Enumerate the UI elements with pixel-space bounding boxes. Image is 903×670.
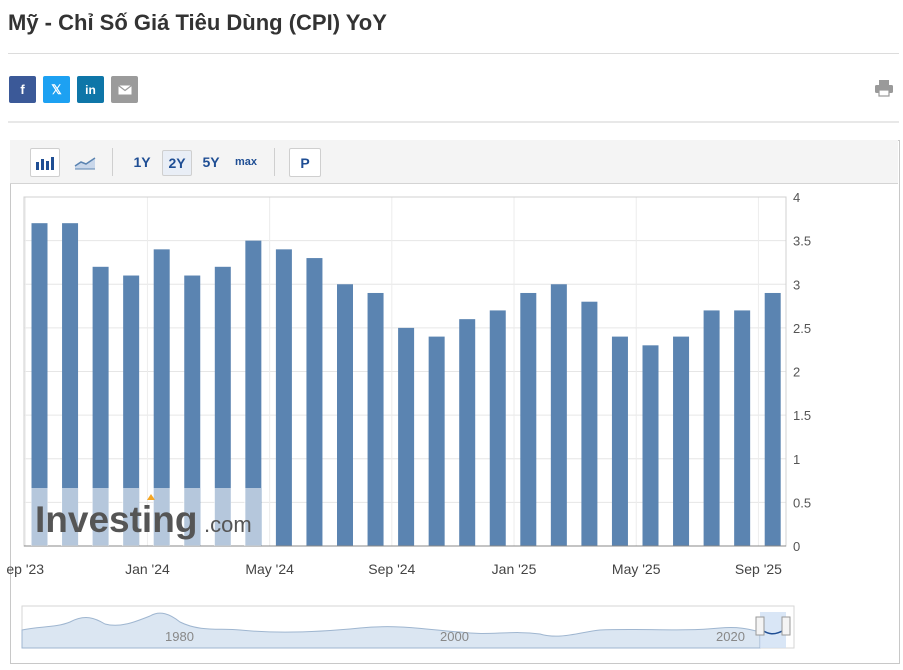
y-tick-label: 0: [793, 539, 800, 554]
navigator-label: 2000: [440, 629, 469, 644]
x-tick-label: May '25: [612, 561, 661, 577]
twitter-share-button[interactable]: 𝕏: [43, 76, 70, 103]
navigator-label: 2020: [716, 629, 745, 644]
toolbar-separator: [274, 148, 275, 176]
bar-series: [31, 223, 781, 547]
bar-chart-icon: [36, 156, 54, 170]
y-tick-label: 4: [793, 190, 800, 205]
title-divider: [8, 53, 899, 54]
email-share-button[interactable]: [111, 76, 138, 103]
linkedin-icon: in: [85, 82, 96, 97]
chart-toolbar: [10, 140, 898, 184]
bar[interactable]: [581, 301, 598, 546]
navigator-series: [21, 612, 761, 649]
share-divider: [8, 121, 899, 123]
bar[interactable]: [642, 345, 659, 546]
x-tick-label: ep '23: [6, 561, 44, 577]
print-button[interactable]: [874, 78, 894, 103]
y-tick-label: 0.5: [793, 495, 811, 510]
axes: 0 0.5 1 1.5 2 2.5 3 3.5 4 ep '23 Jan '24 May '24 Sep…: [6, 190, 811, 577]
range-5y-button[interactable]: 5Y: [202, 154, 220, 170]
y-tick-label: 3.5: [793, 234, 811, 249]
navigator-left-handle[interactable]: [755, 616, 765, 636]
bar[interactable]: [428, 336, 445, 546]
bar[interactable]: [764, 292, 781, 546]
range-1y-button[interactable]: 1Y: [133, 154, 151, 170]
bar[interactable]: [459, 319, 476, 546]
y-tick-label: 2: [793, 365, 800, 380]
bar[interactable]: [367, 292, 384, 546]
bar[interactable]: [245, 240, 262, 546]
bar[interactable]: [306, 258, 323, 546]
bar[interactable]: [92, 266, 109, 546]
x-tick-label: Sep '25: [735, 561, 782, 577]
bar[interactable]: [275, 249, 292, 546]
p-button[interactable]: P: [289, 148, 321, 177]
bar[interactable]: [123, 275, 140, 546]
x-tick-label: May '24: [245, 561, 294, 577]
navigator-label: 1980: [165, 629, 194, 644]
area-chart-button[interactable]: [69, 148, 101, 177]
bar[interactable]: [31, 223, 48, 547]
x-tick-label: Sep '24: [368, 561, 415, 577]
share-bar: f 𝕏 in: [9, 76, 138, 103]
range-max-button[interactable]: max: [234, 156, 258, 168]
bar[interactable]: [673, 336, 690, 546]
x-tick-label: Jan '25: [492, 561, 537, 577]
bar[interactable]: [611, 336, 628, 546]
toolbar-separator: [112, 148, 113, 176]
bar[interactable]: [550, 284, 567, 546]
bar[interactable]: [153, 249, 170, 546]
bar[interactable]: [62, 223, 79, 547]
watermark-suffix: .com: [204, 512, 252, 537]
range-navigator[interactable]: 1980 2000 2020: [21, 605, 795, 649]
area-chart-icon: [74, 156, 96, 169]
linkedin-share-button[interactable]: in: [77, 76, 104, 103]
bar[interactable]: [520, 292, 537, 546]
bar-chart-button[interactable]: [30, 148, 60, 177]
bar[interactable]: [398, 327, 415, 546]
bar[interactable]: [184, 275, 201, 546]
y-tick-label: 2.5: [793, 321, 811, 336]
watermark-text: Investing: [35, 499, 197, 540]
bar[interactable]: [489, 310, 506, 546]
bar[interactable]: [734, 310, 751, 546]
printer-icon: [875, 80, 893, 97]
facebook-share-button[interactable]: f: [9, 76, 36, 103]
bar[interactable]: [703, 310, 720, 546]
investing-watermark: Investing .com: [31, 488, 261, 546]
bar[interactable]: [337, 284, 353, 546]
range-2y-button[interactable]: 2Y: [162, 150, 192, 176]
x-tick-label: Jan '24: [125, 561, 170, 577]
envelope-icon: [117, 84, 132, 94]
y-tick-label: 3: [793, 277, 800, 292]
facebook-icon: f: [20, 82, 25, 97]
twitter-icon: 𝕏: [51, 81, 62, 97]
y-tick-label: 1.5: [793, 408, 811, 423]
bar[interactable]: [214, 266, 231, 546]
navigator-right-handle[interactable]: [781, 616, 791, 636]
page-title: Mỹ - Chỉ Số Giá Tiêu Dùng (CPI) YoY: [8, 10, 387, 35]
y-tick-label: 1: [793, 452, 800, 467]
